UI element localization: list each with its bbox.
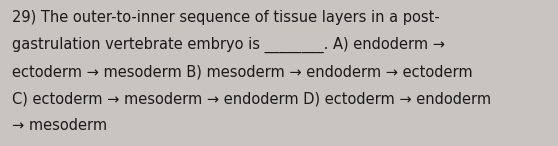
Text: C) ectoderm → mesoderm → endoderm D) ectoderm → endoderm: C) ectoderm → mesoderm → endoderm D) ect…	[12, 91, 492, 106]
Text: gastrulation vertebrate embryo is ________. A) endoderm →: gastrulation vertebrate embryo is ______…	[12, 37, 445, 53]
Text: 29) The outer-to-inner sequence of tissue layers in a post-: 29) The outer-to-inner sequence of tissu…	[12, 10, 440, 25]
Text: → mesoderm: → mesoderm	[12, 118, 107, 133]
Text: ectoderm → mesoderm B) mesoderm → endoderm → ectoderm: ectoderm → mesoderm B) mesoderm → endode…	[12, 64, 473, 79]
